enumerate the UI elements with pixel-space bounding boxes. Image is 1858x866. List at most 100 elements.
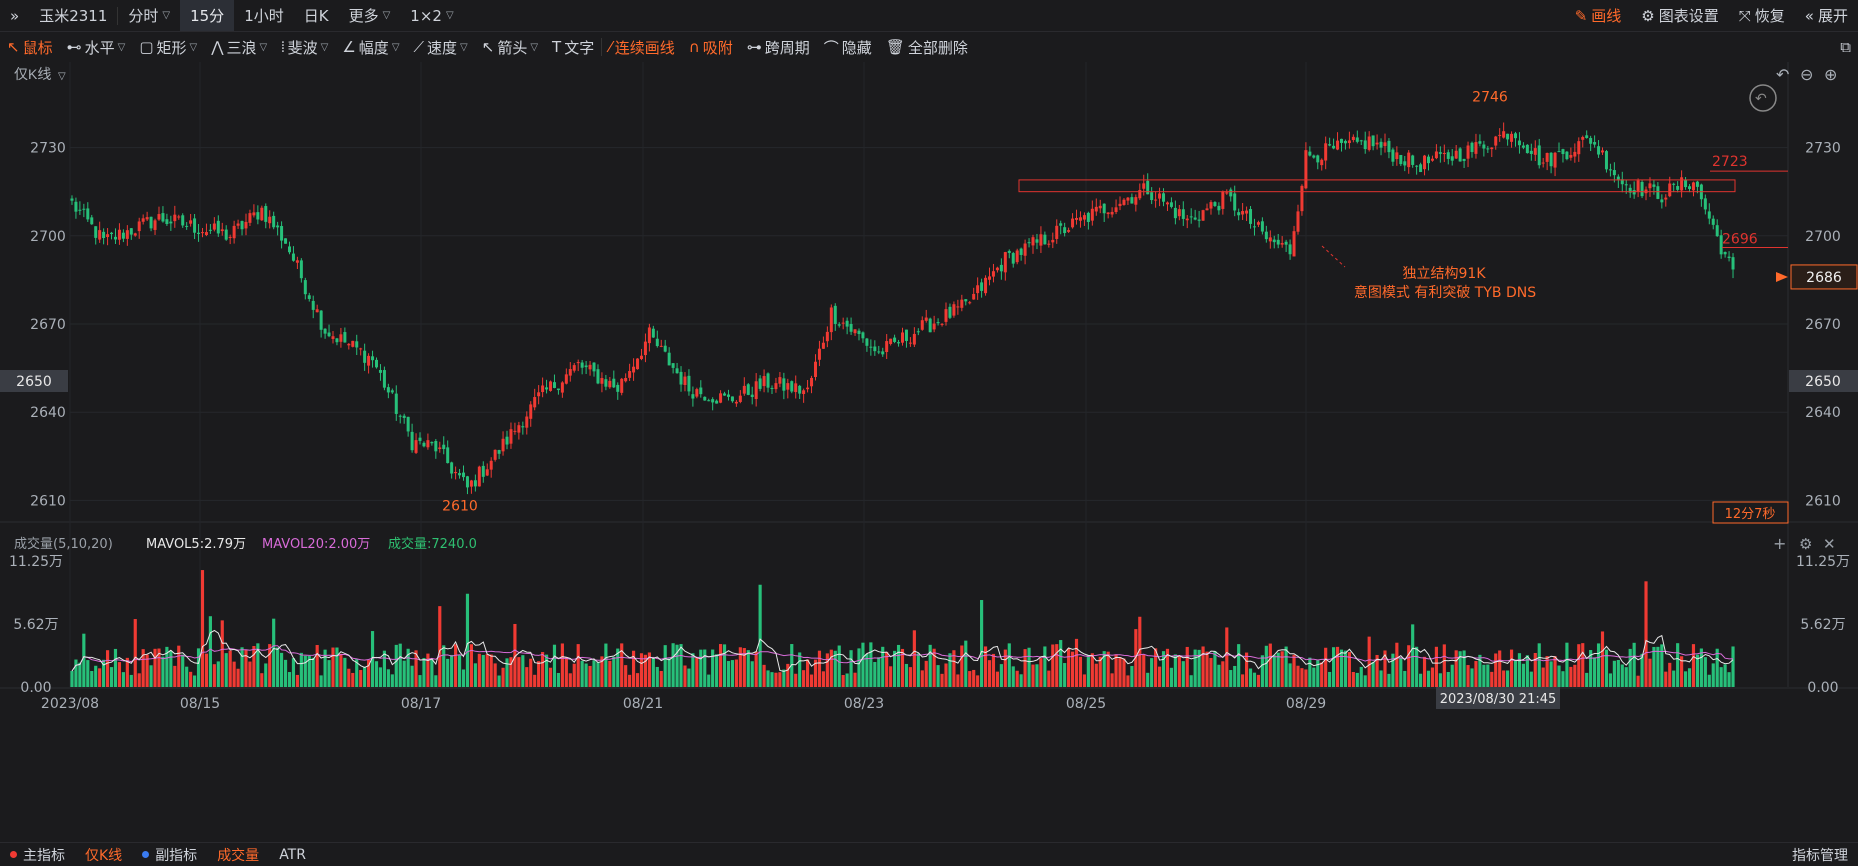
volume-bar: [1628, 648, 1632, 687]
popout-icon[interactable]: ⧉: [1840, 38, 1851, 56]
candle-body: [1691, 182, 1695, 191]
tab-fenshi[interactable]: 分时 ▽: [128, 7, 171, 25]
volume-bar: [1201, 646, 1205, 687]
candle-body: [988, 276, 992, 280]
draw-button[interactable]: ✎ 画线: [1574, 6, 1622, 26]
indicator-manage-button[interactable]: 指标管理: [1792, 847, 1848, 864]
candle-body: [1336, 140, 1340, 150]
delete-all-button[interactable]: 🗑 全部删除: [885, 38, 968, 57]
candle-body: [1517, 140, 1521, 146]
chart-tools[interactable]: ↶ ⊖ ⊕: [1776, 65, 1837, 84]
candle-body: [1715, 225, 1719, 237]
kline-mode-selector[interactable]: 仅K线: [14, 66, 51, 82]
candle-body: [426, 440, 430, 448]
volume-tab[interactable]: 成交量: [217, 847, 260, 864]
continuous-draw-toggle[interactable]: ⁄ 连续画线: [609, 38, 675, 57]
volume-bar: [1308, 657, 1312, 687]
tool-fibonacci[interactable]: ⦙ 斐波 ▽: [281, 38, 329, 57]
candle-body: [624, 377, 628, 382]
volume-bar: [477, 653, 481, 687]
volume-bar: [1430, 667, 1435, 687]
volume-bar: [1367, 636, 1371, 687]
kline-only-tab[interactable]: 仅K线: [85, 847, 123, 864]
candle-body: [628, 371, 632, 378]
gear-icon[interactable]: ⚙: [1799, 535, 1812, 553]
volume-bar: [204, 653, 209, 687]
level-label-2696: 2696: [1722, 232, 1758, 248]
volume-bar: [841, 675, 845, 687]
tab-daily[interactable]: 日K: [303, 7, 329, 25]
candle-body: [821, 342, 825, 349]
volume-bar: [1094, 663, 1098, 687]
symbol-name[interactable]: 玉米2311: [39, 7, 108, 25]
tool-three-wave[interactable]: ⋀ 三浪 ▽: [211, 38, 268, 57]
tab-1hour[interactable]: 1小时: [244, 7, 284, 25]
candle-body: [268, 216, 272, 224]
hide-drawings-toggle[interactable]: ⌒ 隐藏: [823, 38, 872, 57]
volume-bar: [1573, 664, 1577, 687]
expand-button[interactable]: «展开: [1804, 6, 1848, 26]
tool-rectangle[interactable]: ▢ 矩形 ▽: [139, 38, 198, 57]
close-icon[interactable]: ✕: [1823, 535, 1836, 553]
candle-body: [94, 226, 98, 238]
volume-bar: [572, 663, 576, 687]
candle-body: [1260, 221, 1264, 232]
volume-bar: [1450, 664, 1454, 687]
cross-period-toggle[interactable]: ⊶ 跨周期: [746, 38, 810, 57]
candle-body: [1723, 251, 1727, 255]
candle-body: [1561, 149, 1565, 155]
tool-range[interactable]: ∠ 幅度 ▽: [342, 38, 400, 57]
candle-body: [323, 328, 327, 334]
candle-body: [545, 387, 549, 390]
candle-body: [454, 472, 458, 474]
volume-bar: [718, 644, 723, 687]
volume-bar: [1280, 651, 1284, 687]
reset-view-icon[interactable]: [1749, 84, 1777, 112]
tool-text[interactable]: T 文字: [552, 38, 595, 57]
candle-body: [1632, 190, 1636, 195]
volume-bar: [1055, 644, 1059, 687]
candle-body: [1399, 154, 1403, 165]
candle-body: [897, 342, 901, 344]
candle-body: [1367, 136, 1371, 150]
tool-arrow[interactable]: ↖ 箭头 ▽: [481, 38, 539, 57]
volume-bar: [105, 650, 110, 687]
sub-indicator-tab[interactable]: 副指标: [132, 845, 207, 865]
volume-bar: [390, 674, 394, 687]
tool-speed[interactable]: ⟋ 速度 ▽: [413, 38, 468, 57]
restore-button[interactable]: ⤧ 恢复: [1738, 6, 1785, 26]
candle-body: [1423, 155, 1427, 170]
volume-bar: [422, 657, 426, 687]
main-indicator-tab[interactable]: 主指标: [0, 845, 75, 865]
chart-settings-button[interactable]: ⚙ 图表设置: [1641, 6, 1719, 26]
candle-body: [1620, 179, 1624, 185]
zoom-in-icon[interactable]: ⊕: [1824, 65, 1837, 84]
volume-bar: [1320, 662, 1324, 687]
tool-horizontal[interactable]: ⊷ 水平 ▽: [66, 38, 126, 57]
candle-body: [746, 384, 750, 395]
volume-bar: [1193, 649, 1197, 687]
atr-tab[interactable]: ATR: [279, 846, 306, 863]
kline-chart[interactable]: 2730 2730 2700 2700 2670 2670 2640 2640 2610 2610…: [0, 62, 1858, 842]
volume-bar: [548, 667, 553, 687]
candle-body: [984, 277, 988, 294]
expand-sidebar-icon[interactable]: »: [10, 6, 20, 25]
volume-bar: [454, 644, 458, 687]
candle-body: [200, 232, 204, 234]
add-indicator-icon[interactable]: +: [1773, 534, 1786, 553]
volume-bar: [1260, 655, 1264, 687]
candle-body: [1158, 193, 1162, 199]
tab-15min[interactable]: 15分: [180, 0, 235, 31]
undo-icon[interactable]: ↶: [1776, 65, 1789, 84]
tab-layout[interactable]: 1×2 ▽: [410, 6, 454, 25]
tool-cursor[interactable]: ↖ 鼠标: [7, 38, 53, 57]
volume-bar: [521, 655, 525, 687]
volume-indicator-name[interactable]: 成交量(5,10,20): [14, 536, 113, 552]
candle-body: [1442, 152, 1446, 155]
level-label-2723: 2723: [1712, 154, 1748, 170]
zoom-out-icon[interactable]: ⊖: [1800, 65, 1813, 84]
chevron-down-icon: ▽: [391, 41, 400, 53]
magnet-toggle[interactable]: ∩ 吸附: [688, 38, 733, 57]
tab-more[interactable]: 更多 ▽: [348, 7, 391, 25]
candle-body: [715, 400, 719, 404]
